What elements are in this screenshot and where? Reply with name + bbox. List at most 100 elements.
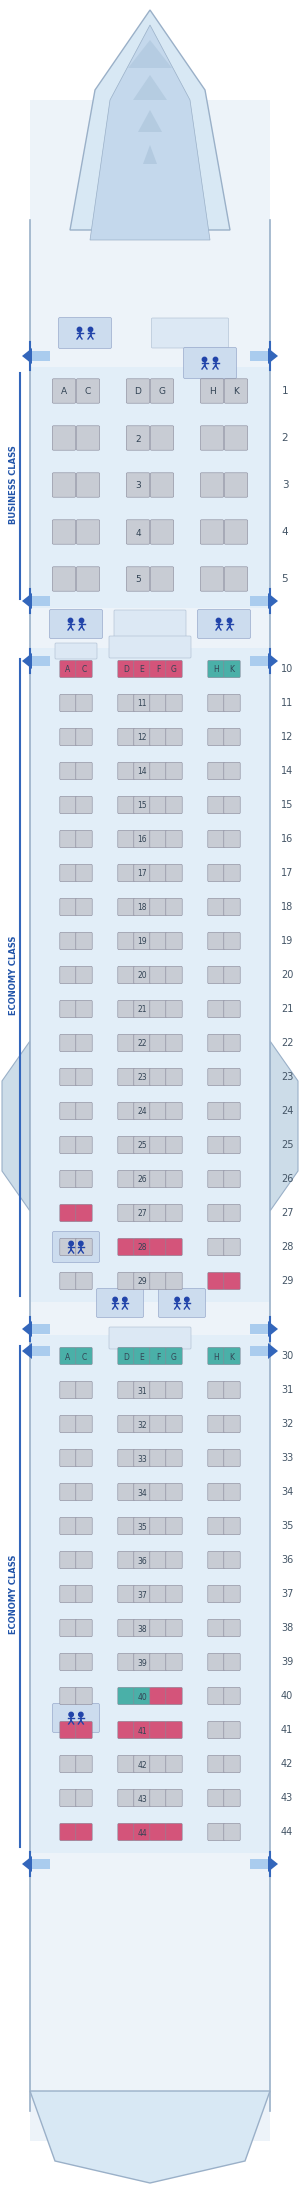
FancyBboxPatch shape <box>150 1347 166 1365</box>
FancyBboxPatch shape <box>134 1205 150 1223</box>
FancyBboxPatch shape <box>62 1383 74 1387</box>
FancyBboxPatch shape <box>153 427 171 434</box>
FancyBboxPatch shape <box>166 1273 182 1290</box>
FancyBboxPatch shape <box>224 695 240 712</box>
FancyBboxPatch shape <box>150 1755 166 1773</box>
FancyBboxPatch shape <box>52 1231 100 1262</box>
FancyBboxPatch shape <box>169 1722 179 1727</box>
FancyBboxPatch shape <box>121 933 131 938</box>
FancyBboxPatch shape <box>76 1518 92 1534</box>
FancyBboxPatch shape <box>136 1383 148 1387</box>
FancyBboxPatch shape <box>134 1034 150 1052</box>
FancyBboxPatch shape <box>118 695 134 712</box>
Text: 34: 34 <box>281 1488 293 1496</box>
FancyBboxPatch shape <box>208 1205 224 1223</box>
FancyBboxPatch shape <box>224 1654 240 1672</box>
Circle shape <box>123 1297 127 1301</box>
FancyBboxPatch shape <box>150 659 166 677</box>
FancyBboxPatch shape <box>121 1483 131 1490</box>
Text: 1: 1 <box>282 386 288 397</box>
FancyBboxPatch shape <box>134 1687 150 1705</box>
Text: C: C <box>85 388 91 397</box>
FancyBboxPatch shape <box>152 1586 164 1591</box>
FancyBboxPatch shape <box>169 1069 179 1074</box>
FancyBboxPatch shape <box>150 795 166 813</box>
FancyBboxPatch shape <box>211 1240 221 1244</box>
FancyBboxPatch shape <box>227 473 245 482</box>
FancyBboxPatch shape <box>152 1689 164 1694</box>
FancyBboxPatch shape <box>211 898 221 905</box>
FancyBboxPatch shape <box>166 1551 182 1569</box>
FancyBboxPatch shape <box>166 1205 182 1223</box>
Text: 19: 19 <box>137 938 147 947</box>
FancyBboxPatch shape <box>60 1687 76 1705</box>
FancyBboxPatch shape <box>224 1034 240 1052</box>
Text: 4: 4 <box>135 528 141 537</box>
FancyBboxPatch shape <box>60 1347 76 1365</box>
Text: 33: 33 <box>281 1453 293 1464</box>
FancyBboxPatch shape <box>150 1205 166 1223</box>
FancyBboxPatch shape <box>208 1001 224 1017</box>
Text: C: C <box>81 1352 87 1361</box>
Circle shape <box>175 1297 179 1301</box>
FancyBboxPatch shape <box>169 1518 179 1523</box>
Text: K: K <box>230 666 235 675</box>
FancyBboxPatch shape <box>169 762 179 769</box>
FancyBboxPatch shape <box>227 521 245 528</box>
Text: 26: 26 <box>137 1177 147 1185</box>
FancyBboxPatch shape <box>126 519 150 543</box>
FancyBboxPatch shape <box>136 1069 148 1074</box>
Text: 27: 27 <box>281 1207 293 1218</box>
FancyBboxPatch shape <box>150 1415 166 1433</box>
FancyBboxPatch shape <box>76 519 100 543</box>
Text: 3: 3 <box>282 480 288 491</box>
FancyBboxPatch shape <box>152 1551 164 1558</box>
FancyBboxPatch shape <box>134 1001 150 1017</box>
FancyBboxPatch shape <box>166 863 182 881</box>
Text: 44: 44 <box>137 1829 147 1838</box>
FancyBboxPatch shape <box>76 1823 92 1840</box>
Text: 24: 24 <box>281 1106 293 1115</box>
FancyBboxPatch shape <box>166 1518 182 1534</box>
FancyBboxPatch shape <box>136 1790 148 1794</box>
FancyBboxPatch shape <box>134 898 150 916</box>
FancyBboxPatch shape <box>60 1380 76 1398</box>
FancyBboxPatch shape <box>52 379 76 403</box>
FancyBboxPatch shape <box>76 1448 92 1466</box>
FancyBboxPatch shape <box>211 1104 221 1109</box>
FancyBboxPatch shape <box>150 1619 166 1637</box>
FancyBboxPatch shape <box>224 898 240 916</box>
FancyBboxPatch shape <box>208 830 224 848</box>
FancyBboxPatch shape <box>79 966 89 973</box>
Text: 19: 19 <box>281 936 293 947</box>
FancyBboxPatch shape <box>62 933 74 938</box>
FancyBboxPatch shape <box>224 567 248 592</box>
FancyBboxPatch shape <box>224 659 240 677</box>
Text: 32: 32 <box>137 1420 147 1429</box>
FancyBboxPatch shape <box>126 473 150 497</box>
FancyBboxPatch shape <box>153 521 171 528</box>
FancyBboxPatch shape <box>55 567 73 574</box>
FancyBboxPatch shape <box>224 1137 240 1155</box>
FancyBboxPatch shape <box>76 1586 92 1602</box>
FancyBboxPatch shape <box>227 427 245 434</box>
FancyBboxPatch shape <box>227 567 245 574</box>
FancyBboxPatch shape <box>76 898 92 916</box>
FancyBboxPatch shape <box>62 695 74 701</box>
FancyBboxPatch shape <box>79 1586 89 1591</box>
FancyBboxPatch shape <box>226 695 238 701</box>
FancyBboxPatch shape <box>169 1415 179 1422</box>
Circle shape <box>69 1713 74 1718</box>
Text: E: E <box>140 1352 144 1361</box>
Text: 31: 31 <box>137 1387 147 1396</box>
FancyBboxPatch shape <box>126 425 150 449</box>
FancyBboxPatch shape <box>169 1757 179 1762</box>
FancyBboxPatch shape <box>134 1790 150 1808</box>
FancyBboxPatch shape <box>134 1483 150 1501</box>
FancyBboxPatch shape <box>211 1172 221 1177</box>
Text: 22: 22 <box>281 1039 293 1047</box>
FancyBboxPatch shape <box>32 1345 50 1356</box>
FancyBboxPatch shape <box>79 567 97 574</box>
Polygon shape <box>268 653 278 668</box>
FancyBboxPatch shape <box>203 427 221 434</box>
